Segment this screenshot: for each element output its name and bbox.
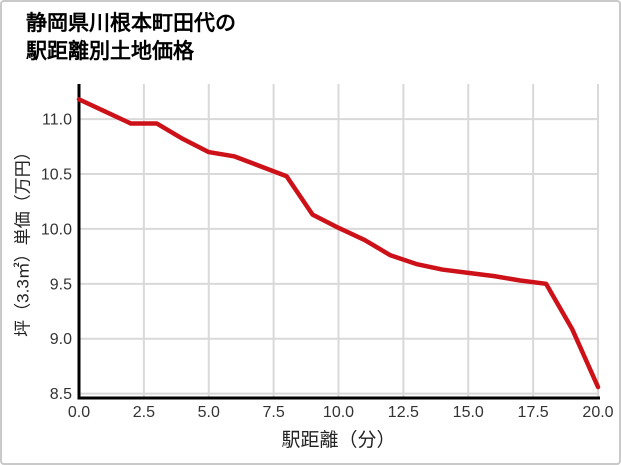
x-tick-label: 17.5 xyxy=(518,404,549,421)
y-tick-label: 9.0 xyxy=(50,331,72,348)
chart-title: 静岡県川根本町田代の 駅距離別土地価格 xyxy=(26,10,236,66)
x-tick-label: 5.0 xyxy=(198,404,220,421)
x-tick-label: 20.0 xyxy=(582,404,613,421)
y-tick-label: 9.5 xyxy=(50,276,72,293)
x-tick-label: 0.0 xyxy=(68,404,90,421)
y-tick-label: 8.5 xyxy=(50,386,72,403)
x-tick-label: 10.0 xyxy=(323,404,354,421)
land-price-line xyxy=(76,97,601,390)
y-tick-label: 10.5 xyxy=(41,167,72,184)
x-tick-label: 15.0 xyxy=(453,404,484,421)
y-tick-label: 11.0 xyxy=(42,112,72,129)
chart-title-line2: 駅距離別土地価格 xyxy=(26,40,194,63)
x-tick-label: 7.5 xyxy=(263,404,285,421)
x-axis-label: 駅距離（分） xyxy=(281,430,396,451)
x-tick-label: 2.5 xyxy=(133,404,155,421)
y-axis-label: 坪（3.3㎡）単価（万円） xyxy=(13,143,33,337)
x-tick-label: 12.5 xyxy=(388,404,419,421)
y-tick-label: 10.0 xyxy=(41,221,72,238)
chart-title-line1: 静岡県川根本町田代の xyxy=(26,12,236,35)
